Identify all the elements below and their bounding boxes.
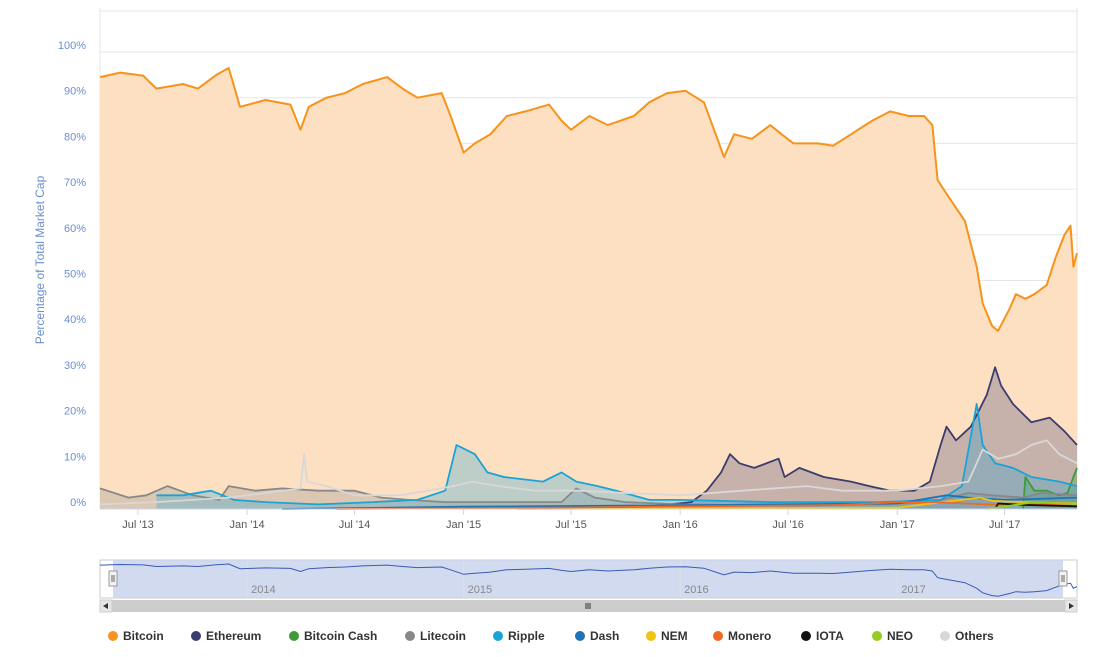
legend: Bitcoin Ethereum Bitcoin Cash Litecoin Rippl…	[108, 629, 994, 643]
y-tick-label: 30%	[64, 360, 86, 372]
series-areas	[100, 68, 1077, 509]
y-axis-ticks: 0% 10% 20% 30% 40% 50% 60% 70% 80% 90% 100%	[58, 40, 86, 509]
x-tick-label: Jul '14	[339, 519, 370, 531]
navigator-year-label: 2017	[901, 584, 925, 596]
navigator-year-label: 2016	[684, 584, 708, 596]
navigator-handle-left[interactable]	[108, 570, 118, 587]
x-tick-label: Jan '16	[663, 519, 698, 531]
series-area-ethereum	[594, 367, 1077, 509]
legend-label: Ethereum	[206, 629, 261, 643]
x-axis-ticks: Jul '13 Jan '14 Jul '14 Jan '15 Jul '15 Jan '…	[100, 508, 1077, 531]
navigator-series-line	[99, 563, 1078, 597]
legend-item-neo[interactable]: NEO	[872, 629, 913, 643]
legend-label: NEO	[887, 629, 913, 643]
legend-label: IOTA	[816, 629, 844, 643]
series-line-others	[99, 439, 1078, 506]
legend-item-bitcoin-cash[interactable]: Bitcoin Cash	[289, 629, 377, 643]
legend-item-dash[interactable]: Dash	[575, 629, 619, 643]
legend-marker	[940, 631, 950, 641]
series-line-neo	[986, 501, 1078, 510]
series-line-ripple	[156, 403, 1078, 506]
legend-marker	[872, 631, 882, 641]
legend-label: Monero	[728, 629, 771, 643]
legend-marker	[405, 631, 415, 641]
legend-item-litecoin[interactable]: Litecoin	[405, 629, 466, 643]
y-tick-label: 80%	[64, 131, 86, 143]
series-area-bitcoin	[100, 68, 1077, 509]
legend-item-ethereum[interactable]: Ethereum	[191, 629, 261, 643]
legend-item-nem[interactable]: NEM	[646, 629, 688, 643]
series-line-ethereum	[594, 366, 1078, 509]
legend-label: Ripple	[508, 629, 545, 643]
series-line-iota	[994, 502, 1078, 510]
legend-label: Dash	[590, 629, 619, 643]
x-tick-label: Jul '16	[772, 519, 803, 531]
series-line-dash	[282, 494, 1078, 510]
y-tick-label: 90%	[64, 86, 86, 98]
x-tick-label: Jul '13	[122, 519, 153, 531]
legend-marker	[575, 631, 585, 641]
y-tick-label: 50%	[64, 269, 86, 281]
x-tick-label: Jan '14	[230, 519, 265, 531]
x-tick-label: Jul '15	[555, 519, 586, 531]
x-tick-label: Jan '17	[880, 519, 915, 531]
y-tick-label: 0%	[70, 497, 86, 509]
range-navigator[interactable]: 2014 2015 2016 2017	[99, 559, 1078, 613]
legend-item-iota[interactable]: IOTA	[801, 629, 844, 643]
series-line-monero	[336, 501, 1077, 510]
legend-item-monero[interactable]: Monero	[713, 629, 771, 643]
legend-marker	[801, 631, 811, 641]
navigator-selected-range[interactable]	[113, 560, 1063, 598]
navigator-year-label: 2015	[468, 584, 492, 596]
legend-item-others[interactable]: Others	[940, 629, 994, 643]
legend-item-bitcoin[interactable]: Bitcoin	[108, 629, 164, 643]
x-tick-label: Jan '15	[446, 519, 481, 531]
x-tick-label: Jul '17	[989, 519, 1020, 531]
legend-label: Others	[955, 629, 994, 643]
y-tick-label: 40%	[64, 314, 86, 326]
chevron-right-icon	[1069, 603, 1074, 609]
legend-marker	[289, 631, 299, 641]
legend-label: Bitcoin	[123, 629, 164, 643]
series-line-bitcoin	[99, 67, 1078, 332]
series-lines	[99, 67, 1078, 510]
y-tick-label: 20%	[64, 406, 86, 418]
legend-marker	[493, 631, 503, 641]
y-tick-label: 60%	[64, 223, 86, 235]
y-tick-label: 70%	[64, 177, 86, 189]
navigator-handle-right[interactable]	[1058, 570, 1068, 587]
y-axis-label: Percentage of Total Market Cap	[33, 175, 47, 344]
legend-marker	[191, 631, 201, 641]
legend-item-ripple[interactable]: Ripple	[493, 629, 545, 643]
navigator-year-label: 2014	[251, 584, 275, 596]
legend-marker	[713, 631, 723, 641]
legend-label: Bitcoin Cash	[304, 629, 377, 643]
legend-label: NEM	[661, 629, 688, 643]
series-line-nem	[516, 496, 1078, 510]
legend-label: Litecoin	[420, 629, 466, 643]
y-tick-label: 10%	[64, 451, 86, 463]
legend-marker	[108, 631, 118, 641]
legend-marker	[646, 631, 656, 641]
y-tick-label: 100%	[58, 40, 86, 52]
series-line-litecoin	[99, 485, 1078, 507]
chevron-left-icon	[103, 603, 108, 609]
